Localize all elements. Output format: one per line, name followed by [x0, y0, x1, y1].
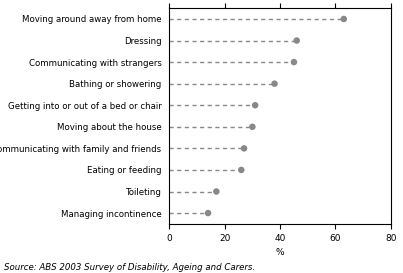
- Point: [249, 124, 256, 129]
- Point: [271, 81, 278, 86]
- Point: [241, 146, 247, 151]
- Point: [205, 211, 211, 215]
- Point: [238, 168, 245, 172]
- Point: [291, 60, 297, 64]
- Point: [341, 17, 347, 21]
- Point: [293, 38, 300, 43]
- X-axis label: %: %: [276, 248, 285, 257]
- Point: [252, 103, 258, 107]
- Text: Source: ABS 2003 Survey of Disability, Ageing and Carers.: Source: ABS 2003 Survey of Disability, A…: [4, 263, 255, 272]
- Point: [213, 189, 220, 194]
